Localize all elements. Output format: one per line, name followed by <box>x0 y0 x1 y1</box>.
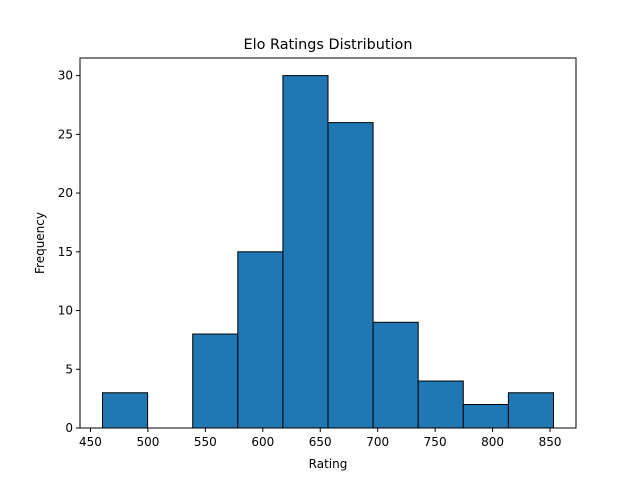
y-tick-label: 20 <box>58 186 73 200</box>
y-axis-ticks: 0 5 10 15 20 25 30 <box>58 69 80 435</box>
x-tick-label: 800 <box>481 435 504 449</box>
x-tick-label: 650 <box>309 435 332 449</box>
x-axis-ticks: 450 500 550 600 650 700 750 800 850 <box>79 428 561 449</box>
axes-frame <box>79 57 577 429</box>
x-tick-label: 450 <box>79 435 102 449</box>
histogram-bar-7 <box>417 380 464 429</box>
histogram-bar-2 <box>192 333 239 429</box>
histogram-bar-3 <box>237 251 284 429</box>
x-tick-label: 500 <box>136 435 159 449</box>
y-tick-label: 25 <box>58 127 73 141</box>
y-tick-label: 0 <box>65 421 73 435</box>
x-tick-label: 700 <box>366 435 389 449</box>
histogram-bar-9 <box>507 392 554 429</box>
x-tick-label: 750 <box>424 435 447 449</box>
histogram-bar-5 <box>327 122 374 429</box>
y-tick-label: 5 <box>65 362 73 376</box>
x-tick-label: 600 <box>251 435 274 449</box>
y-axis-label: Frequency <box>33 212 47 274</box>
y-tick-label: 15 <box>58 245 73 259</box>
chart-title: Elo Ratings Distribution <box>244 37 413 53</box>
x-tick-label: 850 <box>539 435 562 449</box>
y-tick-label: 10 <box>58 304 73 318</box>
y-tick-label: 30 <box>58 69 73 83</box>
histogram-bar-8 <box>462 404 509 429</box>
histogram-bar-4 <box>282 75 329 429</box>
bars-group <box>102 75 554 429</box>
histogram-bar-6 <box>372 321 419 429</box>
x-axis-label: Rating <box>309 457 348 471</box>
histogram-bar-0 <box>102 392 149 429</box>
x-tick-label: 550 <box>194 435 217 449</box>
